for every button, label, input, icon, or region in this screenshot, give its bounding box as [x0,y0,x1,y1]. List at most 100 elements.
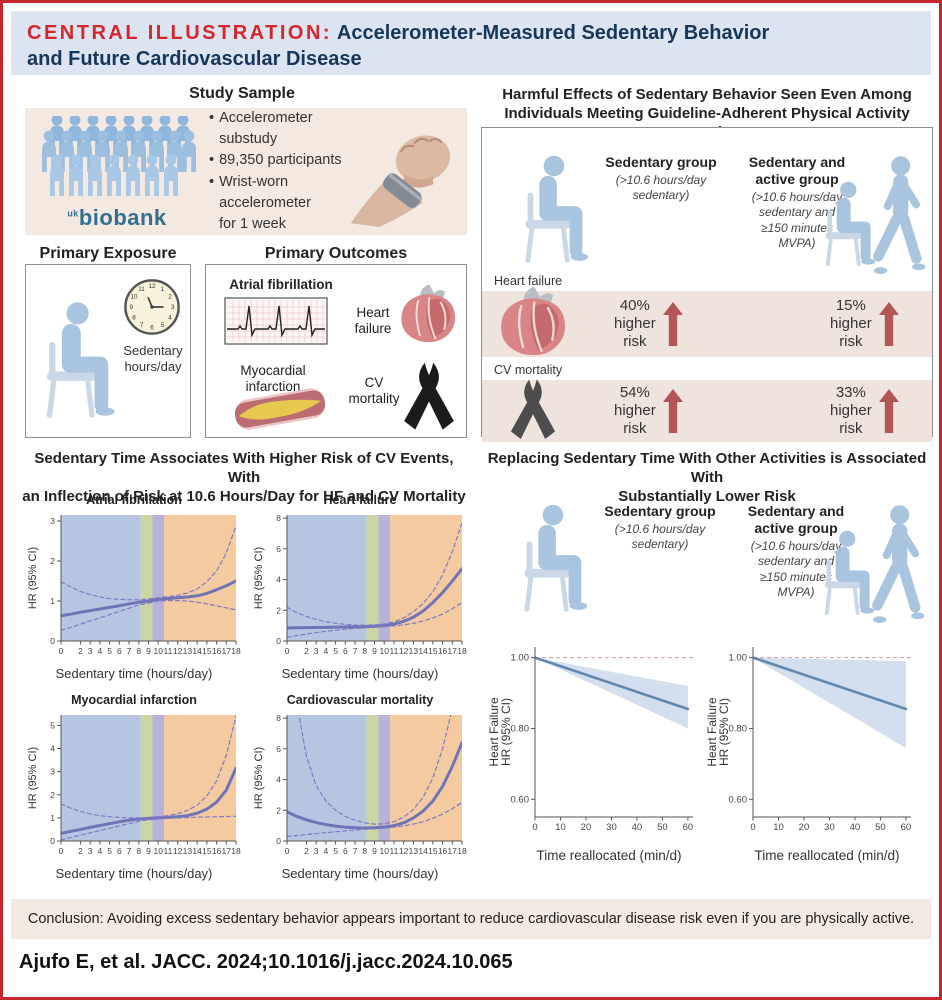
primary-exposure-title: Primary Exposure [39,245,177,262]
hf-sedentary-stat: 40% higher risk [614,297,683,351]
chart-xlabel: Sedentary time (hours/day) [281,866,439,881]
svg-text:6: 6 [276,744,281,754]
svg-text:16: 16 [212,846,222,856]
replace-panel-title: Replacing Sedentary Time With Other Acti… [487,450,927,505]
svg-text:11: 11 [138,286,145,293]
chart-realloc-active: 0.60 0.80 1.00 0 10 20 30 40 50 60 Heart Failure HR… [705,639,921,863]
svg-text:10: 10 [153,646,163,656]
up-arrow-icon [878,302,899,346]
sedentary-active-group-name: Sedentary and active group [747,503,845,536]
svg-text:HR (95% CI): HR (95% CI) [27,747,39,809]
chart-heart-failure: Heart failure 0 2 4 6 8 0 2 3 4 5 6 7 8 9 10 11 12 13 14 15… [253,493,467,681]
svg-text:5: 5 [333,646,338,656]
harmful-panel: Sedentary group (>10.6 hours/day sedenta… [481,127,933,442]
svg-text:3: 3 [50,767,55,777]
svg-text:2: 2 [50,556,55,566]
svg-text:10: 10 [379,646,389,656]
svg-text:0.60: 0.60 [729,794,748,805]
svg-text:6: 6 [150,325,154,332]
svg-text:15: 15 [428,846,438,856]
sitting-person-icon [46,302,115,418]
up-arrow-icon [662,302,683,346]
svg-text:8: 8 [362,646,367,656]
cvm-sedentary-stat-text: 54% higher risk [614,384,656,437]
svg-text:17: 17 [222,646,232,656]
sitting-and-walking-icons [825,156,926,274]
svg-text:50: 50 [875,822,886,833]
svg-text:14: 14 [192,846,202,856]
svg-text:4: 4 [324,646,329,656]
svg-text:16: 16 [438,646,448,656]
outcome-label-hf: Heart failure [354,305,392,337]
svg-text:4: 4 [98,846,103,856]
sedentary-group-name: Sedentary group [605,154,717,170]
svg-text:17: 17 [222,846,232,856]
sedentary-group-name: Sedentary group [604,503,716,519]
chart-title: Atrial fibrillation [86,493,182,507]
svg-text:2: 2 [50,790,55,800]
wrist-accelerometer-icon [350,134,451,227]
sedentary-active-group-name: Sedentary and active group [748,154,846,187]
svg-text:9: 9 [146,646,151,656]
header-kicker: CENTRAL ILLUSTRATION: [27,22,333,44]
svg-text:9: 9 [372,846,377,856]
svg-text:4: 4 [98,646,103,656]
study-sample-title: Study Sample [189,85,295,102]
svg-text:9: 9 [372,646,377,656]
sedentary-active-group-block: Sedentary and active group (>10.6 hours/… [738,154,856,252]
svg-text:14: 14 [192,646,202,656]
svg-text:12: 12 [173,646,183,656]
svg-text:60: 60 [683,822,694,833]
cvm-sedentary-stat: 54% higher risk [614,384,683,438]
chart-atrial-fibrillation: Atrial fibrillation 0 1 2 3 0 2 3 4 5 6 7 8 9 10 11 12 1… [27,493,241,681]
svg-text:14: 14 [418,846,428,856]
svg-text:7: 7 [140,322,144,329]
chart-realloc-sedentary: 0.60 0.80 1.00 0 10 20 30 40 50 60 Heart Failure HR… [487,639,703,863]
realloc-active-chart: 0.60 0.80 1.00 0 10 20 30 40 50 60 Heart FailureHR… [705,647,912,833]
chart-xlabel: Sedentary time (hours/day) [55,666,213,681]
svg-text:60: 60 [901,822,912,833]
svg-text:1: 1 [50,596,55,606]
svg-text:4: 4 [276,775,281,785]
svg-text:6: 6 [343,646,348,656]
study-sample-panel: ukbiobank • Accelerometer substudy • 89,35… [25,108,467,235]
svg-text:5: 5 [107,646,112,656]
svg-text:11: 11 [390,846,399,856]
sedentary-group-block: Sedentary group (>10.6 hours/day sedenta… [588,154,734,204]
bullet-item: Accelerometer substudy [219,110,313,148]
svg-text:6: 6 [117,646,122,656]
svg-text:0: 0 [276,636,281,646]
heart-failure-row: 40% higher risk 15% higher risk [482,286,932,357]
spline-section-title: Sedentary Time Associates With Higher Ri… [22,450,466,505]
bullet-dot: • [209,110,215,127]
svg-text:13: 13 [183,846,193,856]
bullet-dot: • [209,152,215,169]
ribbon-icon [510,379,556,439]
sitting-person-icon [524,504,588,612]
svg-text:11: 11 [164,846,173,856]
svg-text:30: 30 [824,822,835,833]
svg-text:9: 9 [146,846,151,856]
hf-sedentary-stat-text: 40% higher risk [614,297,656,350]
svg-text:6: 6 [117,846,122,856]
svg-text:14: 14 [418,646,428,656]
cvm-active-stat: 33% higher risk [830,384,899,438]
svg-text:0: 0 [276,836,281,846]
replace-figures: Sedentary group (>10.6 hours/day sedenta… [481,491,933,639]
svg-text:8: 8 [362,846,367,856]
svg-text:15: 15 [202,646,212,656]
cv-mortality-row: 54% higher risk 33% higher risk [482,379,932,442]
cvm-active-stat-text: 33% higher risk [830,384,872,437]
up-arrow-icon [662,389,683,433]
svg-text:0: 0 [59,846,64,856]
svg-text:8: 8 [132,314,136,321]
svg-text:Heart Failure: Heart Failure [489,697,501,767]
svg-text:8: 8 [276,513,281,523]
svg-text:0: 0 [285,846,290,856]
svg-text:18: 18 [231,646,241,656]
svg-text:5: 5 [107,846,112,856]
